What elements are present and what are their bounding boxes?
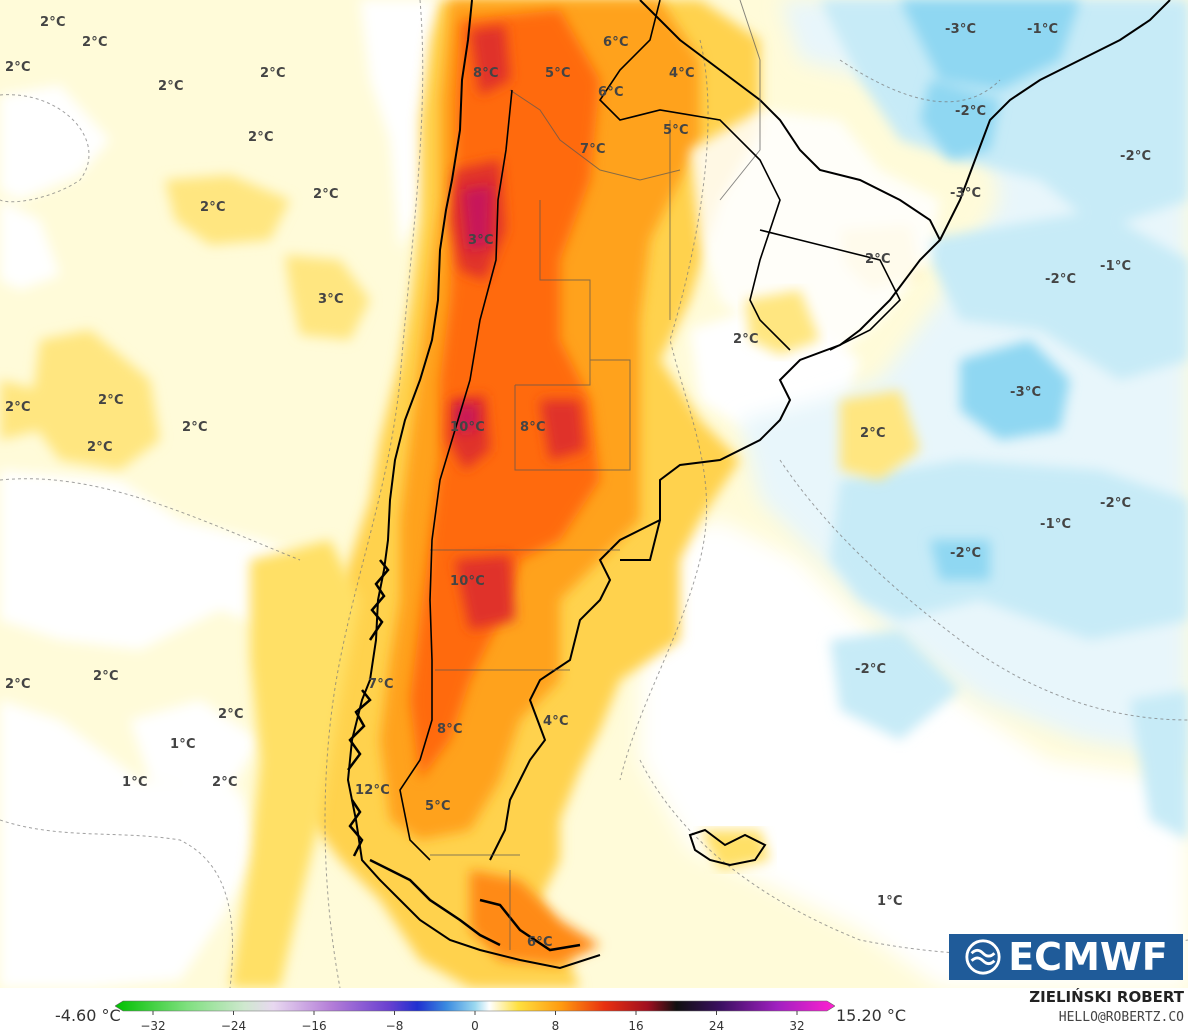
legend-tick-label: −16 (301, 1019, 326, 1033)
author-email[interactable]: HELLO@ROBERTZ.CO (1058, 1010, 1184, 1025)
temperature-label: 2°C (860, 426, 886, 441)
temperature-label: 2°C (212, 775, 238, 790)
temperature-label: 2°C (248, 130, 274, 145)
temperature-label: 7°C (580, 142, 606, 157)
south-america-landmass (230, 0, 770, 988)
temperature-label: 12°C (355, 783, 390, 798)
temperature-label: 2°C (5, 400, 31, 415)
contour-lines (0, 0, 1188, 988)
national-borders (399, 0, 901, 861)
chilean-archipelago (347, 559, 581, 952)
temperature-label: 1°C (122, 775, 148, 790)
temperature-label: -2°C (950, 546, 982, 561)
temperature-label: 4°C (543, 714, 569, 729)
coastline (346, 0, 1171, 970)
temperature-label: -2°C (955, 104, 987, 119)
legend-max-value: 15.20 °C (836, 1006, 907, 1025)
temperature-label: -2°C (1100, 496, 1132, 511)
author-name: ZIELIŃSKI ROBERT (1029, 988, 1184, 1006)
temperature-label: 1°C (170, 737, 196, 752)
temperature-label: 3°C (468, 233, 494, 248)
legend-tick-label: 0 (471, 1019, 479, 1033)
temperature-label: 7°C (368, 677, 394, 692)
temperature-label: 10°C (450, 420, 485, 435)
temperature-label: 5°C (663, 123, 689, 138)
temperature-label: 2°C (87, 440, 113, 455)
ecmwf-logo-icon (965, 939, 1001, 975)
temperature-label: 5°C (425, 799, 451, 814)
falkland-islands (688, 828, 767, 867)
temperature-label: -1°C (1100, 259, 1132, 274)
temperature-label: 8°C (437, 722, 463, 737)
legend-tick-label: 8 (552, 1019, 560, 1033)
ecmwf-logo-text: ECMWF (1008, 935, 1168, 979)
temperature-anomaly-map (0, 0, 1188, 988)
temperature-label: 2°C (865, 252, 891, 267)
temperature-label: 8°C (520, 420, 546, 435)
temperature-label: 2°C (218, 707, 244, 722)
temperature-label: -2°C (1045, 272, 1077, 287)
legend-tick-label: −32 (140, 1019, 165, 1033)
temperature-label: 2°C (93, 669, 119, 684)
temperature-label: -3°C (950, 186, 982, 201)
temperature-label: 2°C (5, 60, 31, 75)
temperature-label: 2°C (5, 677, 31, 692)
legend-min-value: -4.60 °C (55, 1006, 121, 1025)
temperature-label: 5°C (545, 66, 571, 81)
temperature-label: -2°C (1120, 149, 1152, 164)
temperature-label: 2°C (260, 66, 286, 81)
legend-tick-label: −24 (221, 1019, 246, 1033)
temperature-label: 2°C (733, 332, 759, 347)
temperature-label: 2°C (40, 15, 66, 30)
temperature-label: 3°C (318, 292, 344, 307)
temperature-label: 1°C (877, 894, 903, 909)
temperature-label: 10°C (450, 574, 485, 589)
color-scale-legend: −32 −24 −16 −8 0 8 16 24 32 (115, 1000, 835, 1033)
temperature-label: 2°C (98, 393, 124, 408)
temperature-label: 6°C (598, 85, 624, 100)
temperature-label: 2°C (313, 187, 339, 202)
temperature-label: 2°C (158, 79, 184, 94)
footer (0, 988, 1188, 1035)
legend-tick-label: −8 (386, 1019, 404, 1033)
ecmwf-logo: ECMWF (949, 934, 1183, 980)
temperature-label: -3°C (1010, 385, 1042, 400)
temperature-label: -2°C (855, 662, 887, 677)
temperature-label: 2°C (200, 200, 226, 215)
temperature-label: -1°C (1040, 517, 1072, 532)
temperature-label: 8°C (473, 66, 499, 81)
temperature-label: 6°C (603, 35, 629, 50)
temperature-label: 2°C (82, 35, 108, 50)
temperature-label: -3°C (945, 22, 977, 37)
legend-tick-label: 24 (709, 1019, 724, 1033)
temperature-label: 6°C (527, 935, 553, 950)
temperature-label: 2°C (182, 420, 208, 435)
temperature-label: 4°C (669, 66, 695, 81)
legend-tick-label: 32 (789, 1019, 804, 1033)
legend-tick-label: 16 (628, 1019, 643, 1033)
temperature-label: -1°C (1027, 22, 1059, 37)
province-borders (430, 0, 761, 950)
atlantic-neutral-zone (640, 520, 1188, 988)
